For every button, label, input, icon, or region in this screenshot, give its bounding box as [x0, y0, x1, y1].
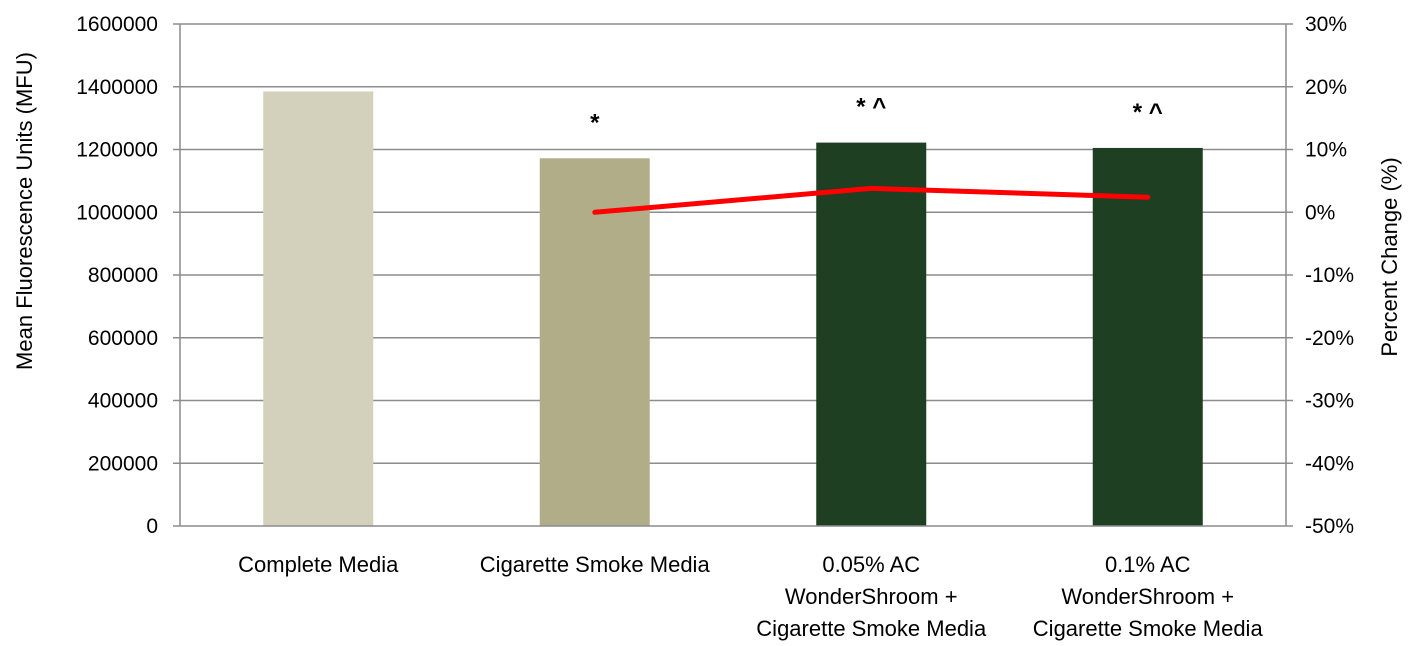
y-tick-label: 800000	[88, 264, 158, 287]
y-tick-label: 1000000	[76, 201, 158, 224]
significance-marker: * ^	[1133, 99, 1163, 126]
significance-annotations: * * ^ * ^	[590, 94, 1163, 137]
x-axis-labels: Complete Media Cigarette Smoke Media 0.05%…	[238, 552, 1263, 641]
y-tick-label: 200000	[88, 452, 158, 475]
x-tick-label: Cigarette Smoke Media	[480, 552, 711, 577]
y-tick-label: 0	[146, 515, 158, 538]
bar	[1092, 147, 1203, 526]
y-tick-label: 1200000	[76, 139, 158, 162]
x-tick-label: 0.1% AC WonderShroom + Cigarette Smoke Med…	[1033, 552, 1264, 641]
y2-tick-label: 30%	[1305, 13, 1347, 36]
y-axis-title: Mean Fluorescence Units (MFU)	[12, 52, 37, 370]
x-tick-label: Complete Media	[238, 552, 399, 577]
bar	[816, 142, 927, 526]
bar	[263, 91, 374, 527]
y2-tick-label: 0%	[1305, 201, 1335, 224]
left-axis-ticks: 0 200000 400000 600000 800000 1000000 1200000 1…	[76, 13, 180, 538]
y2-tick-label: -20%	[1305, 327, 1354, 350]
y2-tick-label: -30%	[1305, 390, 1354, 413]
y2-tick-label: -40%	[1305, 452, 1354, 475]
y2-tick-label: 20%	[1305, 76, 1347, 99]
y2-tick-label: -10%	[1305, 264, 1354, 287]
significance-marker: *	[590, 109, 600, 136]
y-tick-label: 400000	[88, 390, 158, 413]
y2-tick-label: 10%	[1305, 139, 1347, 162]
y2-axis-title: Percent Change (%)	[1377, 157, 1402, 356]
bar	[539, 158, 650, 526]
significance-marker: * ^	[856, 94, 886, 121]
y-tick-label: 1600000	[76, 13, 158, 36]
y2-tick-label: -50%	[1305, 515, 1354, 538]
percent-change-line	[592, 185, 1151, 215]
percent-change-line-path	[592, 185, 1151, 215]
x-tick-label: 0.05% AC WonderShroom + Cigarette Smoke Me…	[756, 552, 987, 641]
bars	[263, 91, 1203, 527]
y-tick-label: 1400000	[76, 76, 158, 99]
right-axis-ticks: -50% -40% -30% -20% -10% 0% 10% 20% 30%	[1286, 13, 1354, 538]
y-tick-label: 600000	[88, 327, 158, 350]
